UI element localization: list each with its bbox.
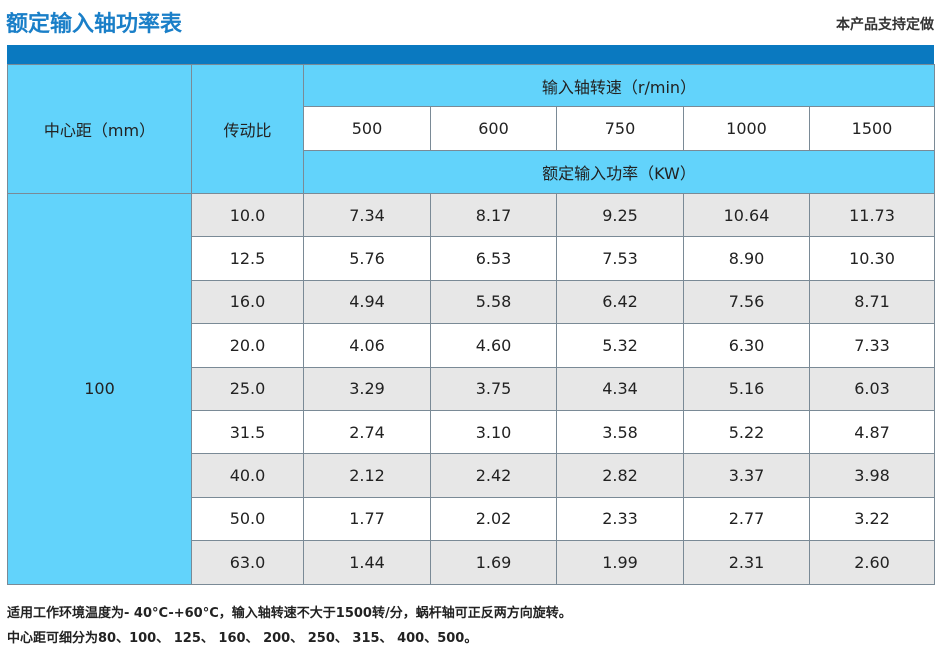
power-cell: 5.16	[683, 366, 810, 411]
power-cell: 3.29	[303, 366, 431, 411]
power-cell: 2.60	[809, 540, 935, 585]
power-cell: 5.76	[303, 236, 431, 281]
ratio-cell: 20.0	[191, 323, 304, 368]
power-cell: 2.82	[556, 453, 684, 498]
power-cell: 8.90	[683, 236, 810, 281]
power-cell: 8.17	[430, 192, 557, 238]
ratio-cell: 12.5	[191, 236, 304, 281]
page-title: 额定输入轴功率表	[6, 12, 183, 37]
power-cell: 6.30	[683, 323, 810, 368]
power-cell: 1.99	[556, 540, 684, 585]
footer-note-1: 适用工作环境温度为- 40°C-+60°C，输入轴转速不大于1500转/分，蜗杆…	[7, 606, 572, 621]
power-cell: 5.58	[430, 279, 557, 325]
speed-cell: 600	[430, 106, 557, 151]
ratio-header: 传动比	[191, 64, 304, 194]
speed-cell: 1000	[683, 106, 810, 151]
table-row: 25.0 3.29 3.75 4.34 5.16 6.03	[7, 366, 935, 411]
table-row: 100 10.0 7.34 8.17 9.25 10.64 11.73	[7, 192, 935, 585]
power-cell: 2.42	[430, 453, 557, 498]
power-cell: 6.03	[809, 366, 935, 411]
power-cell: 3.75	[430, 366, 557, 411]
center-distance-cell: 100	[7, 193, 192, 585]
power-cell: 10.64	[683, 192, 810, 238]
power-cell: 5.32	[556, 323, 684, 368]
power-cell: 3.37	[683, 453, 810, 498]
power-cell: 2.77	[683, 496, 810, 542]
power-cell: 1.44	[303, 540, 431, 585]
power-cell: 1.77	[303, 496, 431, 542]
power-cell: 7.53	[556, 236, 684, 281]
power-cell: 3.10	[430, 409, 557, 455]
power-cell: 3.22	[809, 496, 935, 542]
footer-note-2: 中心距可细分为80、100、 125、 160、 200、 250、 315、 …	[7, 631, 478, 646]
ratio-cell: 31.5	[191, 409, 304, 455]
power-cell: 3.98	[809, 453, 935, 498]
speed-header: 输入轴转速（r/min）	[303, 64, 935, 107]
customization-note: 本产品支持定做	[836, 17, 934, 33]
power-cell: 2.33	[556, 496, 684, 542]
ratio-cell: 16.0	[191, 279, 304, 325]
power-cell: 7.33	[809, 323, 935, 368]
power-cell: 11.73	[809, 192, 935, 238]
power-cell: 4.94	[303, 279, 431, 325]
ratio-cell: 10.0	[191, 192, 304, 238]
ratio-cell: 40.0	[191, 453, 304, 498]
ratio-cell: 25.0	[191, 366, 304, 411]
table-header-bar	[7, 45, 934, 64]
power-cell: 6.42	[556, 279, 684, 325]
power-cell: 4.06	[303, 323, 431, 368]
center-distance-header: 中心距（mm）	[7, 64, 192, 194]
power-cell: 7.34	[303, 192, 431, 238]
power-cell: 2.74	[303, 409, 431, 455]
table-row: 12.5 5.76 6.53 7.53 8.90 10.30	[7, 236, 935, 281]
power-cell: 4.60	[430, 323, 557, 368]
power-header: 额定输入功率（KW）	[303, 150, 935, 194]
power-cell: 4.87	[809, 409, 935, 455]
speed-cell: 750	[556, 106, 684, 151]
ratio-cell: 63.0	[191, 540, 304, 585]
power-cell: 2.31	[683, 540, 810, 585]
power-cell: 5.22	[683, 409, 810, 455]
power-cell: 9.25	[556, 192, 684, 238]
power-table: 中心距（mm） 传动比 输入轴转速（r/min） 500 600 750 100…	[7, 64, 935, 585]
power-cell: 8.71	[809, 279, 935, 325]
power-cell: 2.12	[303, 453, 431, 498]
power-cell: 4.34	[556, 366, 684, 411]
ratio-cell: 50.0	[191, 496, 304, 542]
speed-cell: 1500	[809, 106, 935, 151]
power-cell: 10.30	[809, 236, 935, 281]
speed-cell: 500	[303, 106, 431, 151]
power-cell: 1.69	[430, 540, 557, 585]
power-cell: 3.58	[556, 409, 684, 455]
power-cell: 6.53	[430, 236, 557, 281]
power-cell: 7.56	[683, 279, 810, 325]
power-cell: 2.02	[430, 496, 557, 542]
